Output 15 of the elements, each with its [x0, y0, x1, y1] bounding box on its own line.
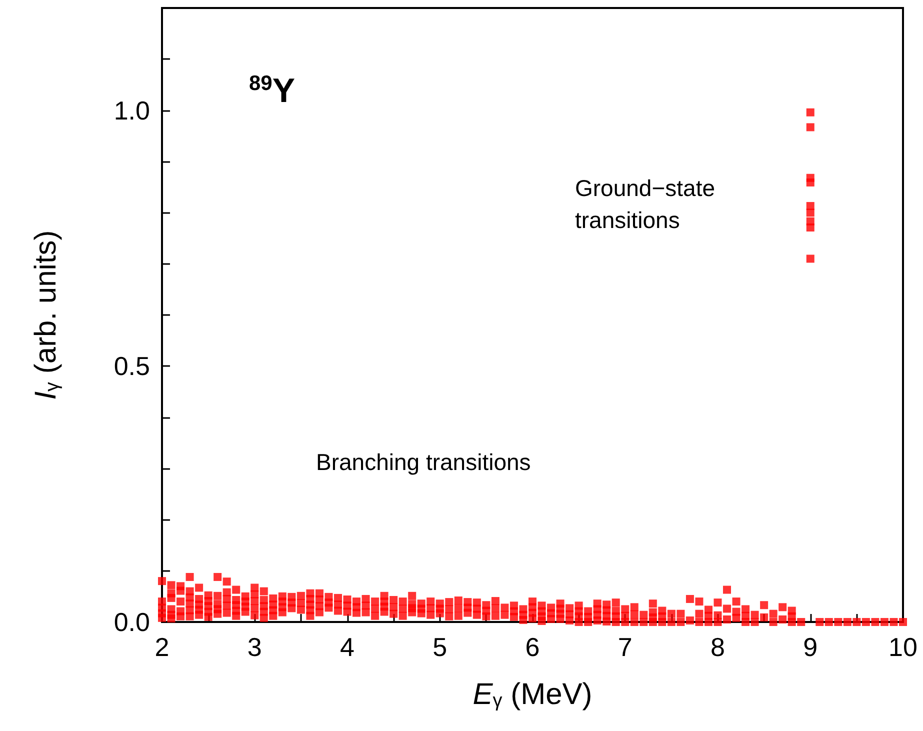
x-tick-label: 4: [340, 632, 354, 662]
annotation: Ground−state transitions: [575, 175, 722, 233]
y-tick-label: 0.5: [114, 351, 150, 382]
y-tick-label: 1.0: [114, 95, 150, 126]
x-tick-label: 10: [888, 632, 918, 662]
y-tick-label: 0.0: [114, 607, 150, 637]
annotation: Branching transitions: [316, 449, 531, 475]
x-tick-label: 8: [710, 632, 725, 662]
x-tick-label: 5: [432, 632, 448, 662]
x-tick-label: 3: [247, 632, 262, 662]
x-tick-label: 7: [618, 632, 632, 662]
x-tick-label: 9: [803, 632, 818, 662]
x-tick-label: 2: [154, 632, 170, 662]
y-axis-title: Iγ (arb. units): [29, 230, 63, 400]
x-tick-label: 6: [525, 632, 540, 662]
